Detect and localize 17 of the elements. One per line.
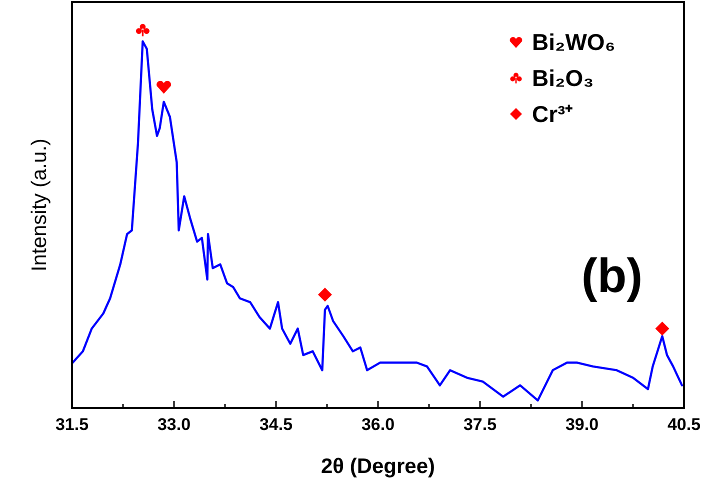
- x-tick-label: 37.5: [463, 415, 497, 434]
- point: [136, 24, 150, 36]
- legend-label: Bi₂O₃: [532, 65, 594, 91]
- x-tick-label: 31.5: [55, 415, 89, 434]
- x-tick-label: 33.0: [157, 415, 191, 434]
- x-tick-label: 39.0: [565, 415, 599, 434]
- x-tick-label: 36.0: [361, 415, 395, 434]
- x-tick-label: 34.5: [259, 415, 293, 434]
- point: [156, 80, 172, 94]
- annotation: (b): [581, 250, 643, 303]
- legend-label: Cr³⁺: [532, 101, 574, 127]
- y-axis-title: Intensity (a.u.): [28, 138, 51, 272]
- x-tick-label: 40.5: [667, 415, 701, 434]
- legend-label: Bi₂WO₆: [532, 29, 616, 55]
- point: [318, 288, 332, 302]
- point: [655, 322, 670, 336]
- x-axis-title: 2θ (Degree): [320, 455, 436, 478]
